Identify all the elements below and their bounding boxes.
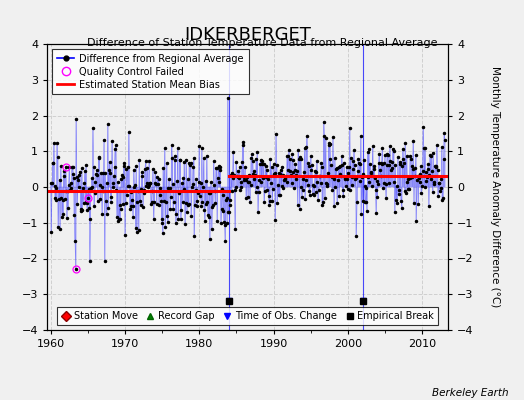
Title: IDKERBERGET: IDKERBERGET <box>184 26 311 44</box>
Legend: Station Move, Record Gap, Time of Obs. Change, Empirical Break: Station Move, Record Gap, Time of Obs. C… <box>57 307 438 325</box>
Text: Difference of Station Temperature Data from Regional Average: Difference of Station Temperature Data f… <box>87 38 437 48</box>
Y-axis label: Monthly Temperature Anomaly Difference (°C): Monthly Temperature Anomaly Difference (… <box>490 66 500 308</box>
Text: Berkeley Earth: Berkeley Earth <box>432 388 508 398</box>
